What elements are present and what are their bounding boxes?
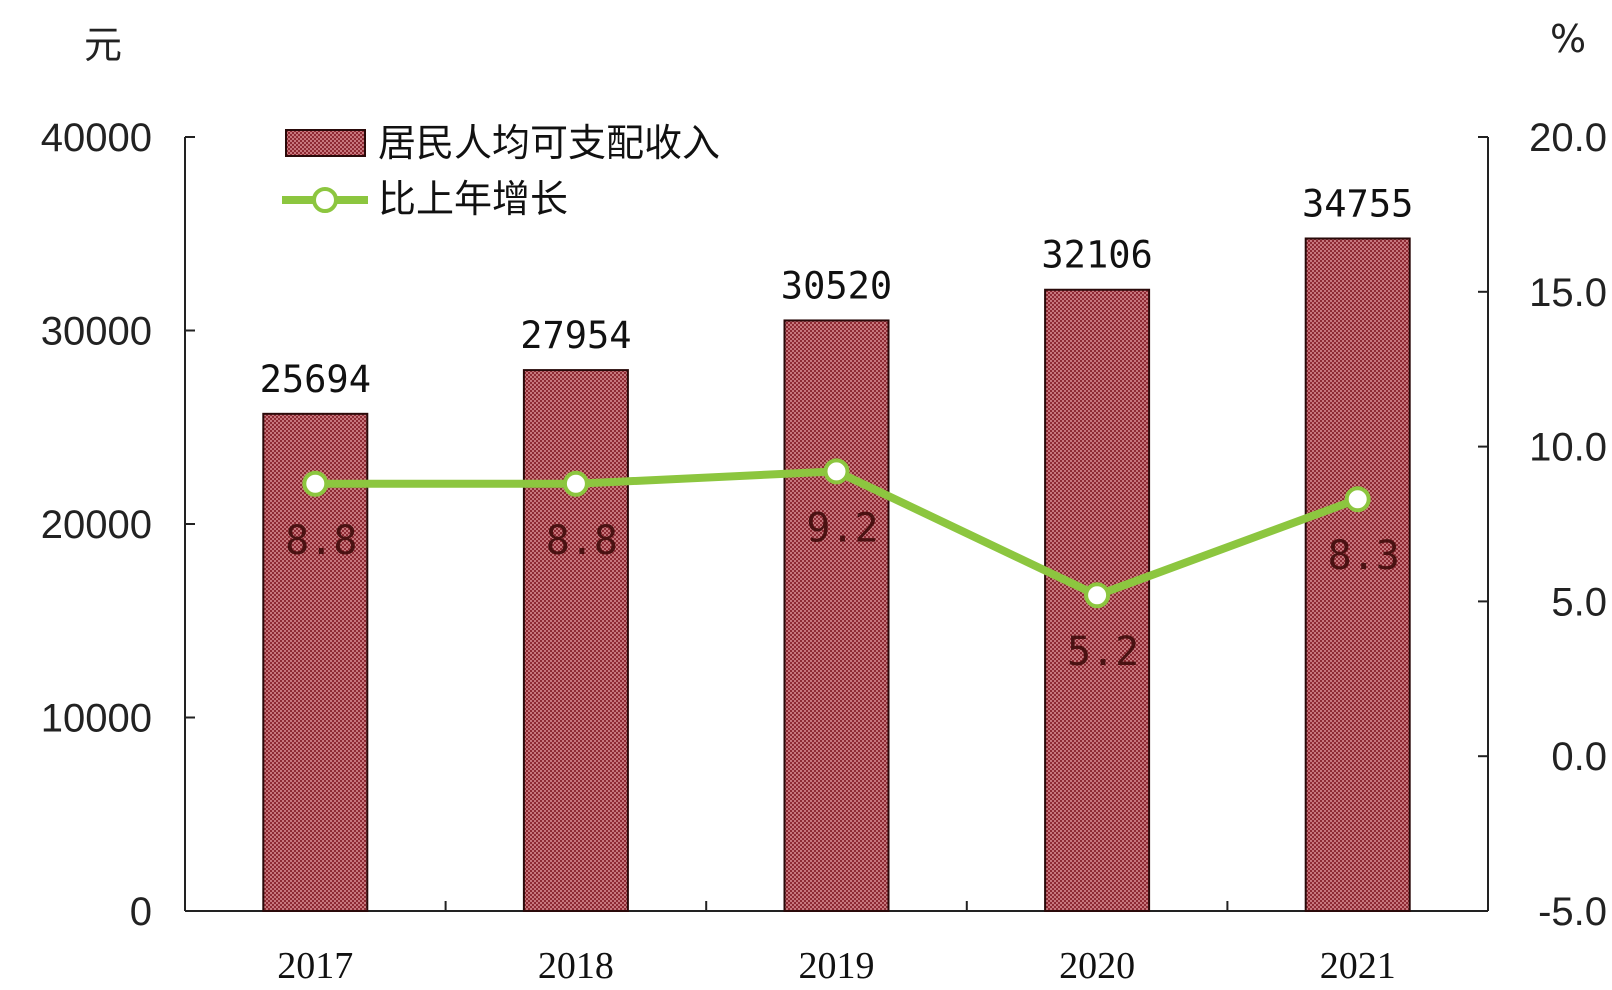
- growth-marker: [1344, 486, 1371, 513]
- x-tick-label: 2019: [799, 945, 875, 987]
- growth-line-group: 8.8 8.8 9.2 5.2 8.3: [285, 458, 1400, 675]
- growth-marker: [302, 470, 329, 497]
- right-tick-label: -5.0: [1538, 890, 1607, 934]
- right-tick-label: 5.0: [1551, 580, 1607, 624]
- right-tick-label: 20.0: [1529, 116, 1607, 160]
- right-tick-label: 0.0: [1551, 735, 1607, 779]
- growth-value-label: 8.8: [546, 518, 618, 564]
- legend: 居民人均可支配收入 比上年增长: [282, 121, 720, 221]
- bar: [783, 319, 890, 912]
- legend-bar-swatch: [285, 129, 366, 157]
- bar-value-label: 34755: [1302, 182, 1413, 225]
- x-tick-label: 2021: [1320, 945, 1396, 987]
- left-axis-unit: 元: [84, 23, 122, 67]
- growth-value-label: 5.2: [1067, 629, 1139, 675]
- growth-marker: [1084, 582, 1111, 609]
- right-tick-label: 15.0: [1529, 271, 1607, 315]
- growth-marker: [562, 470, 589, 497]
- right-axis-unit: %: [1550, 17, 1586, 61]
- left-tick-label: 30000: [41, 310, 152, 354]
- x-tick-label: 2017: [277, 945, 353, 987]
- x-tick-label: 2018: [538, 945, 614, 987]
- left-tick-label: 10000: [41, 697, 152, 741]
- x-tick-label: 2020: [1059, 945, 1135, 987]
- bar-value-label: 25694: [260, 358, 371, 401]
- growth-value-label: 8.3: [1328, 533, 1400, 579]
- legend-bar-label: 居民人均可支配收入: [378, 121, 720, 165]
- left-tick-label: 20000: [41, 503, 152, 547]
- legend-line-label: 比上年增长: [378, 177, 568, 221]
- axes: 0 10000 20000 30000 40000 -5.0 0.0 5.0 10.0 15.0 2…: [41, 116, 1607, 987]
- left-tick-label: 0: [130, 890, 152, 934]
- bar: [522, 369, 629, 912]
- legend-line-marker: [312, 187, 338, 213]
- growth-marker: [823, 458, 850, 485]
- bar: [1304, 237, 1411, 913]
- bar-value-label: 32106: [1041, 234, 1152, 277]
- bar-value-label: 27954: [520, 314, 631, 357]
- bar-value-label: 30520: [781, 264, 892, 307]
- growth-value-label: 9.2: [806, 505, 878, 551]
- left-tick-label: 40000: [41, 116, 152, 160]
- growth-value-label: 8.8: [285, 518, 357, 564]
- right-tick-label: 10.0: [1529, 426, 1607, 470]
